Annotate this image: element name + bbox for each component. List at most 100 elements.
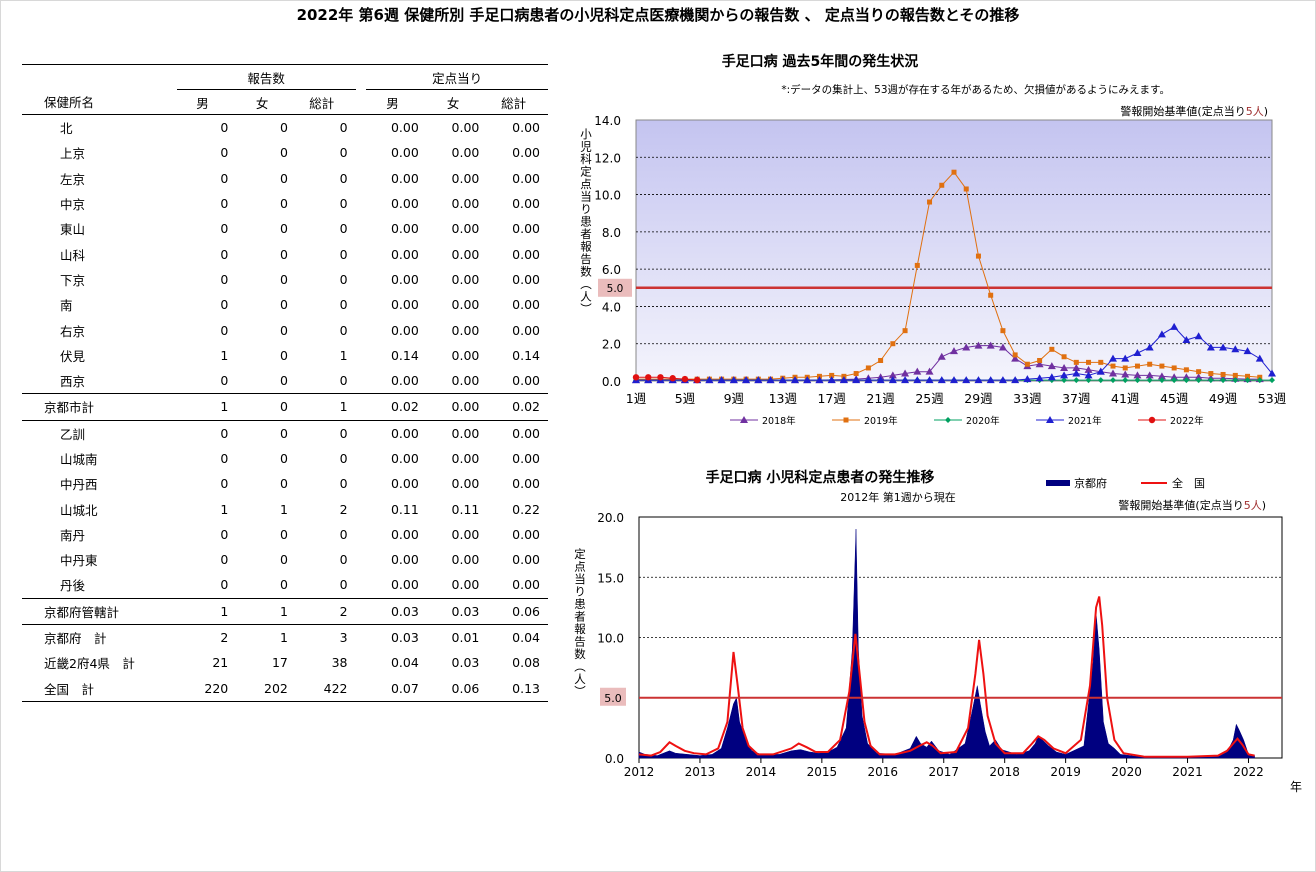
data-point <box>1121 354 1130 362</box>
data-point <box>754 376 763 384</box>
data-point <box>1035 360 1044 368</box>
data-point <box>1085 377 1092 384</box>
data-point <box>681 375 689 383</box>
row-name: 中丹西 <box>60 477 98 493</box>
data-point <box>1157 372 1166 380</box>
x-tick-label: 2020 <box>1111 765 1142 779</box>
cell-pf: 0.00 <box>451 120 480 136</box>
cell-t: 2 <box>295 598 356 625</box>
cell-f: 0 <box>279 526 288 542</box>
cell-pm: 0.00 <box>390 120 419 136</box>
cell-f: 1 <box>279 630 288 646</box>
cell-t: 3 <box>339 630 348 646</box>
data-point <box>1146 377 1153 384</box>
data-point <box>1133 371 1142 379</box>
y-tick-label: 14.0 <box>594 114 621 128</box>
x-tick-label: 9週 <box>724 391 745 406</box>
x-tick-label: 13週 <box>769 391 798 406</box>
x-tick-label: 29週 <box>964 391 993 406</box>
x-tick-label: 2014 <box>746 765 777 779</box>
page-title: 2022年 第6週 保健所別 手足口病患者の小児科定点医療機関からの報告数 、 … <box>296 6 1020 24</box>
cell-pf: 0.00 <box>451 526 480 542</box>
cell-m: 1 <box>220 347 229 363</box>
threshold-label-value: 5人 <box>1244 499 1262 512</box>
data-point <box>890 341 896 347</box>
data-point <box>901 376 910 384</box>
cell-f: 0 <box>279 221 288 237</box>
cell-pf: 0.03 <box>451 655 480 671</box>
data-point <box>913 376 922 384</box>
cell-pm: 0.04 <box>390 655 419 671</box>
x-tick-label: 37週 <box>1062 391 1091 406</box>
data-point <box>1206 343 1215 351</box>
cell-m: 0 <box>220 526 229 542</box>
data-point <box>998 343 1007 351</box>
cell-pt: 0.22 <box>512 501 540 517</box>
cell-pt: 0.08 <box>512 655 540 671</box>
cell-t: 0 <box>295 367 356 395</box>
cell-f: 0 <box>236 367 296 395</box>
chart-five-year: 手足口病 過去5年間の発生状況 *:データの集計上、53週が存在する年があるため、… <box>579 53 1287 427</box>
series-line-national <box>638 596 1255 758</box>
cell-pf: 0.00 <box>451 271 480 287</box>
gap <box>355 598 367 625</box>
data-point <box>669 375 676 382</box>
threshold-marker: 5.0 <box>604 692 622 705</box>
cell-pt: 0.00 <box>512 196 540 212</box>
chart2-threshold-label: 警報開始基準値(定点当り5人) <box>1118 498 1266 512</box>
legend-marker <box>1046 416 1054 423</box>
data-point <box>1245 373 1251 379</box>
data-point <box>1171 377 1178 384</box>
cell-pf: 0.00 <box>451 221 480 237</box>
gap <box>356 547 367 572</box>
cell-pf: 0.00 <box>426 572 488 599</box>
row-name: 伏見 <box>60 348 86 364</box>
table-row: 中丹西 0 0 0 0.00 0.00 0.00 <box>22 471 548 496</box>
gap <box>356 191 367 216</box>
cell-pm: 0.03 <box>366 598 427 625</box>
data-point <box>1122 365 1128 371</box>
gap <box>356 650 367 675</box>
cell-pm: 0.03 <box>390 630 419 646</box>
data-point <box>1109 369 1117 377</box>
data-point <box>876 376 885 384</box>
cell-t: 0 <box>339 120 348 136</box>
cell-pf: 0.06 <box>426 675 488 702</box>
cell-pf: 0.00 <box>451 246 480 262</box>
x-tick-label: 2012 <box>624 765 655 779</box>
data-point <box>951 169 957 175</box>
data-point <box>864 376 873 384</box>
chart2-y-label: 定点当り患者報告数（人） <box>573 547 587 698</box>
gap <box>356 522 367 547</box>
data-point <box>1158 377 1165 384</box>
y-tick-label: 10.0 <box>594 189 621 203</box>
cell-f: 0 <box>279 347 288 363</box>
cell-pt: 0.00 <box>487 367 548 395</box>
y-tick-label: 10.0 <box>597 632 624 646</box>
table-row: 山城北 1 1 2 0.11 0.11 0.22 <box>22 496 548 521</box>
data-point <box>1096 367 1105 375</box>
cell-f: 0 <box>279 196 288 212</box>
data-point <box>1110 363 1116 369</box>
table-row: 下京 0 0 0 0.00 0.00 0.00 <box>22 267 548 292</box>
data-point <box>963 186 969 192</box>
data-point <box>1134 363 1140 369</box>
cell-pf: 0.01 <box>451 630 480 646</box>
x-tick-label: 5週 <box>675 391 696 406</box>
data-point <box>1268 369 1276 377</box>
cell-m: 0 <box>220 196 229 212</box>
cell-pm: 0.07 <box>366 675 427 702</box>
data-point <box>1145 343 1154 351</box>
data-point <box>1145 371 1154 379</box>
x-tick-label: 53週 <box>1258 391 1287 406</box>
data-point <box>1170 373 1179 381</box>
data-point <box>1207 377 1214 384</box>
cell-t: 1 <box>295 393 356 421</box>
x-tick-label: 21週 <box>866 391 895 406</box>
cell-t: 0 <box>339 145 348 161</box>
data-point <box>645 374 652 381</box>
data-point <box>839 376 848 384</box>
data-point <box>1060 363 1069 371</box>
cell-m: 0 <box>220 145 229 161</box>
data-point <box>986 376 995 384</box>
